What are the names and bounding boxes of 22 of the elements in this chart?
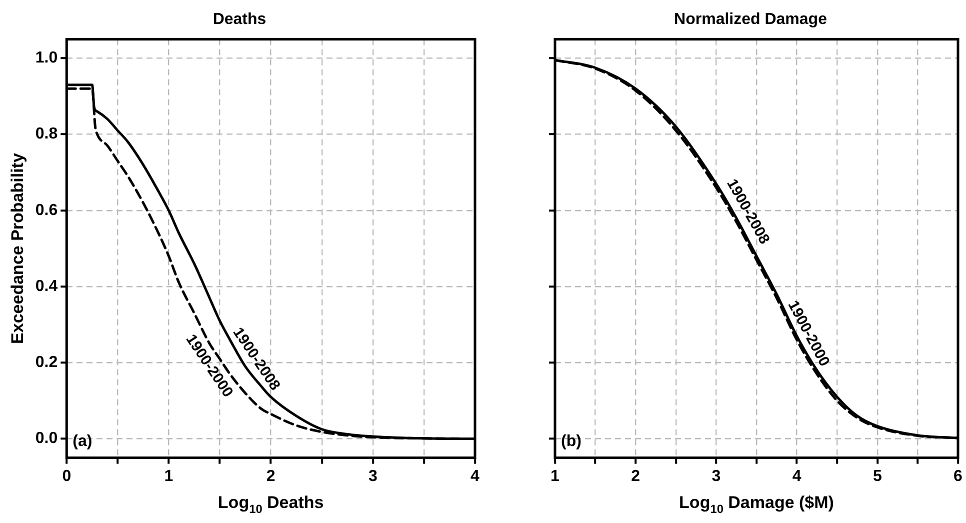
y-tick-label: 1.0 bbox=[35, 50, 58, 67]
x-tick-label: 2 bbox=[266, 468, 276, 485]
y-tick-label: 0.4 bbox=[35, 278, 58, 295]
annotation: (b) bbox=[561, 433, 582, 450]
x-tick-label: 0 bbox=[62, 468, 72, 485]
x-tick-label: 3 bbox=[368, 468, 378, 485]
x-tick-label: 3 bbox=[712, 468, 721, 485]
y-tick-label: 0.2 bbox=[35, 354, 58, 372]
x-tick-label: 6 bbox=[954, 468, 963, 485]
x-tick-label: 4 bbox=[470, 468, 480, 485]
annotation: (a) bbox=[72, 433, 92, 450]
y-tick-label: 0.0 bbox=[35, 430, 58, 448]
chart-title: Normalized Damage bbox=[674, 11, 828, 28]
x-tick-label: 4 bbox=[792, 468, 802, 485]
x-tick-label: 1 bbox=[550, 468, 560, 485]
y-axis-title: Exceedance Probability bbox=[8, 152, 27, 344]
y-tick-label: 0.6 bbox=[35, 202, 58, 219]
chart-title: Deaths bbox=[212, 11, 266, 28]
x-tick-label: 1 bbox=[164, 468, 174, 485]
x-tick-label: 5 bbox=[872, 468, 882, 485]
y-tick-label: 0.8 bbox=[35, 126, 58, 143]
x-tick-label: 2 bbox=[631, 468, 640, 485]
